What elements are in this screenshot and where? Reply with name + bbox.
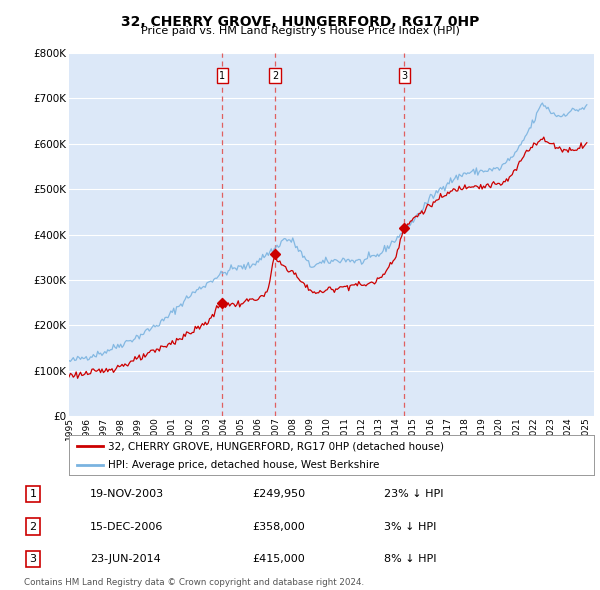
Text: 8% ↓ HPI: 8% ↓ HPI: [384, 554, 437, 564]
Text: 23-JUN-2014: 23-JUN-2014: [90, 554, 161, 564]
Text: 15-DEC-2006: 15-DEC-2006: [90, 522, 163, 532]
Text: 2: 2: [29, 522, 37, 532]
Text: 2: 2: [272, 71, 278, 81]
Text: £249,950: £249,950: [252, 489, 305, 499]
Text: Price paid vs. HM Land Registry's House Price Index (HPI): Price paid vs. HM Land Registry's House …: [140, 26, 460, 36]
Text: 1: 1: [219, 71, 225, 81]
Text: 32, CHERRY GROVE, HUNGERFORD, RG17 0HP: 32, CHERRY GROVE, HUNGERFORD, RG17 0HP: [121, 15, 479, 29]
Text: 19-NOV-2003: 19-NOV-2003: [90, 489, 164, 499]
Text: £358,000: £358,000: [252, 522, 305, 532]
Text: 23% ↓ HPI: 23% ↓ HPI: [384, 489, 443, 499]
Text: HPI: Average price, detached house, West Berkshire: HPI: Average price, detached house, West…: [109, 460, 380, 470]
Text: Contains HM Land Registry data © Crown copyright and database right 2024.: Contains HM Land Registry data © Crown c…: [24, 578, 364, 587]
Text: 32, CHERRY GROVE, HUNGERFORD, RG17 0HP (detached house): 32, CHERRY GROVE, HUNGERFORD, RG17 0HP (…: [109, 441, 445, 451]
Text: 3: 3: [401, 71, 407, 81]
Text: £415,000: £415,000: [252, 554, 305, 564]
Text: 3% ↓ HPI: 3% ↓ HPI: [384, 522, 436, 532]
Text: 3: 3: [29, 554, 37, 564]
Text: 1: 1: [29, 489, 37, 499]
